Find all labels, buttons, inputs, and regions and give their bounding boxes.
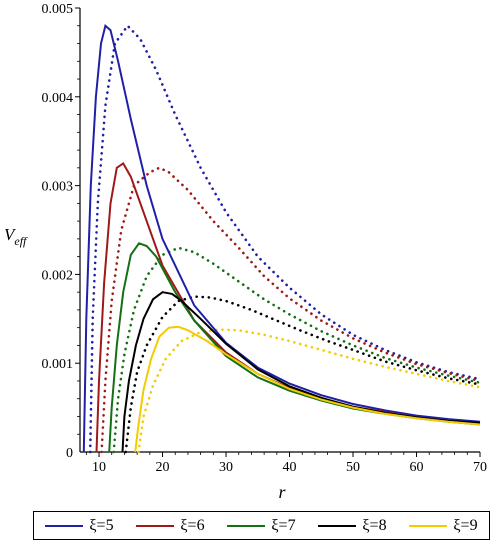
y-tick-label: 0.003 [42, 180, 74, 195]
legend-label: ξ=9 [453, 516, 478, 534]
tick-marks: 10 20 30 40 50 60 70 0.001 0.002 0.003 0.004 0.005 0 [42, 2, 488, 475]
x-tick-label: 30 [219, 460, 233, 475]
series-5-dotted-line [88, 23, 482, 454]
series-6-solid-line [95, 161, 481, 453]
series-9-dotted-line [137, 328, 482, 454]
x-tick-label: 40 [283, 460, 297, 475]
x-tick-label: 70 [473, 460, 487, 475]
legend-label: ξ=5 [89, 516, 114, 534]
legend-label: ξ=6 [180, 516, 205, 534]
x-tick-label: 10 [92, 460, 106, 475]
legend-label: ξ=8 [362, 516, 387, 534]
legend-label: ξ=7 [271, 516, 296, 534]
y-axis-label: Veff [4, 225, 28, 248]
legend-swatch [318, 524, 357, 527]
legend-swatch [227, 524, 266, 527]
series-6-dotted-line [100, 166, 482, 454]
x-axis-label: r [278, 482, 286, 502]
legend-item: ξ=8 [318, 516, 387, 535]
series-8-dotted-line [124, 295, 482, 454]
series-8-solid-line [121, 291, 481, 453]
legend-swatch [136, 524, 175, 527]
x-tick-label: 60 [410, 460, 424, 475]
legend-swatch [409, 524, 448, 527]
series-7-solid-line [108, 242, 481, 453]
x-tick-label: 50 [346, 460, 360, 475]
y-tick-label: 0.005 [42, 2, 74, 17]
legend-item: ξ=7 [227, 516, 296, 535]
origin-tick-label: 0 [66, 446, 73, 461]
series-layer [82, 23, 482, 454]
series-5-solid-line [82, 23, 481, 453]
series-7-dotted-line [112, 246, 482, 454]
x-tick-label: 20 [156, 460, 170, 475]
legend-item: ξ=6 [136, 516, 205, 535]
y-tick-label: 0.001 [42, 357, 74, 372]
chart-area: 10 20 30 40 50 60 70 0.001 0.002 0.003 0.004 0.005 0… [4, 2, 488, 502]
series-9-solid-line [134, 325, 481, 453]
axes [79, 8, 480, 453]
legend-item: ξ=9 [409, 516, 478, 535]
legend-swatch [45, 524, 84, 527]
legend-item: ξ=5 [45, 516, 114, 535]
legend: ξ=5 ξ=6 ξ=7 ξ=8 ξ=9 [33, 511, 490, 540]
y-tick-label: 0.004 [42, 91, 74, 106]
y-tick-label: 0.002 [42, 268, 74, 283]
